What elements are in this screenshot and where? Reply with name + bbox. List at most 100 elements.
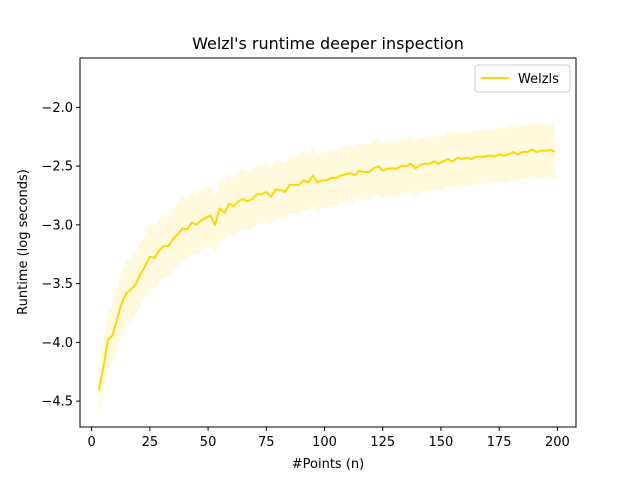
data-point xyxy=(205,217,207,219)
y-tick-label: −4.5 xyxy=(41,395,73,410)
data-point xyxy=(209,215,211,217)
data-point xyxy=(168,245,170,247)
legend-label-welzls: Welzls xyxy=(518,72,559,87)
data-point xyxy=(177,233,179,235)
data-point xyxy=(251,198,253,200)
data-point xyxy=(438,163,440,165)
y-axis: −4.5 −4.0 −3.5 −3.0 −2.5 −2.0 xyxy=(41,101,80,410)
data-point xyxy=(172,238,174,240)
series-band-welzls xyxy=(98,122,555,416)
data-point xyxy=(363,171,365,173)
data-point xyxy=(512,151,514,153)
x-axis-label: #Points (n) xyxy=(292,457,364,472)
data-point xyxy=(261,193,263,195)
data-point xyxy=(414,168,416,170)
data-point xyxy=(293,184,295,186)
axes-frame xyxy=(79,57,577,428)
data-point xyxy=(424,163,426,165)
data-point xyxy=(135,283,137,285)
data-point xyxy=(270,196,272,198)
x-tick-label: 100 xyxy=(312,435,337,450)
data-point xyxy=(456,157,458,159)
data-point xyxy=(331,177,333,179)
x-tick-label: 25 xyxy=(142,435,159,450)
data-point xyxy=(298,184,300,186)
data-point xyxy=(256,193,258,195)
data-point xyxy=(284,191,286,193)
data-point xyxy=(405,165,407,167)
data-point xyxy=(400,165,402,167)
data-point xyxy=(494,156,496,158)
data-point xyxy=(475,156,477,158)
data-point xyxy=(382,170,384,172)
data-point xyxy=(549,149,551,151)
data-point xyxy=(349,172,351,174)
data-point xyxy=(219,207,221,209)
y-axis-label: Runtime (log seconds) xyxy=(16,169,31,315)
data-point xyxy=(317,182,319,184)
data-point xyxy=(303,179,305,181)
data-point xyxy=(368,171,370,173)
data-point xyxy=(107,339,109,341)
data-point xyxy=(126,292,128,294)
data-point xyxy=(228,203,230,205)
data-point xyxy=(279,189,281,191)
data-point xyxy=(461,158,463,160)
data-point xyxy=(503,155,505,157)
data-point xyxy=(554,151,556,153)
x-tick-label: 0 xyxy=(88,435,96,450)
data-point xyxy=(154,257,156,259)
data-point xyxy=(242,198,244,200)
data-point xyxy=(531,149,533,151)
data-point xyxy=(386,168,388,170)
data-point xyxy=(112,334,114,336)
data-point xyxy=(480,156,482,158)
x-axis: 0 25 50 75 100 125 150 175 200 xyxy=(88,427,570,450)
data-point xyxy=(182,227,184,229)
data-point xyxy=(419,164,421,166)
data-point xyxy=(545,150,547,152)
data-point xyxy=(335,177,337,179)
x-tick-label: 175 xyxy=(487,435,512,450)
data-point xyxy=(312,175,314,177)
data-point xyxy=(149,256,151,258)
data-point xyxy=(121,301,123,303)
data-point xyxy=(340,175,342,177)
data-point xyxy=(521,151,523,153)
data-point xyxy=(452,160,454,162)
data-point xyxy=(466,157,468,159)
data-point xyxy=(200,219,202,221)
data-point xyxy=(345,173,347,175)
data-point xyxy=(396,168,398,170)
data-point xyxy=(540,150,542,152)
x-tick-label: 150 xyxy=(429,435,454,450)
data-point xyxy=(144,265,146,267)
data-point xyxy=(275,189,277,191)
data-point xyxy=(247,200,249,202)
data-point xyxy=(428,163,430,165)
data-point xyxy=(102,367,104,369)
data-point xyxy=(158,250,160,252)
data-point xyxy=(116,318,118,320)
data-point xyxy=(433,160,435,162)
data-point xyxy=(526,151,528,153)
data-point xyxy=(447,158,449,160)
data-point xyxy=(98,390,100,392)
data-point xyxy=(265,191,267,193)
data-point xyxy=(321,179,323,181)
data-point xyxy=(391,168,393,170)
data-point xyxy=(442,160,444,162)
plot-area xyxy=(97,122,556,416)
data-point xyxy=(195,224,197,226)
y-tick-label: −3.5 xyxy=(41,277,73,292)
legend-box xyxy=(474,64,571,93)
data-point xyxy=(535,151,537,153)
data-point xyxy=(289,184,291,186)
data-point xyxy=(354,175,356,177)
data-point xyxy=(191,222,193,224)
data-point xyxy=(163,245,165,247)
data-point xyxy=(489,155,491,157)
data-point xyxy=(307,182,309,184)
data-point xyxy=(223,212,225,214)
legend: Welzls xyxy=(474,64,571,93)
